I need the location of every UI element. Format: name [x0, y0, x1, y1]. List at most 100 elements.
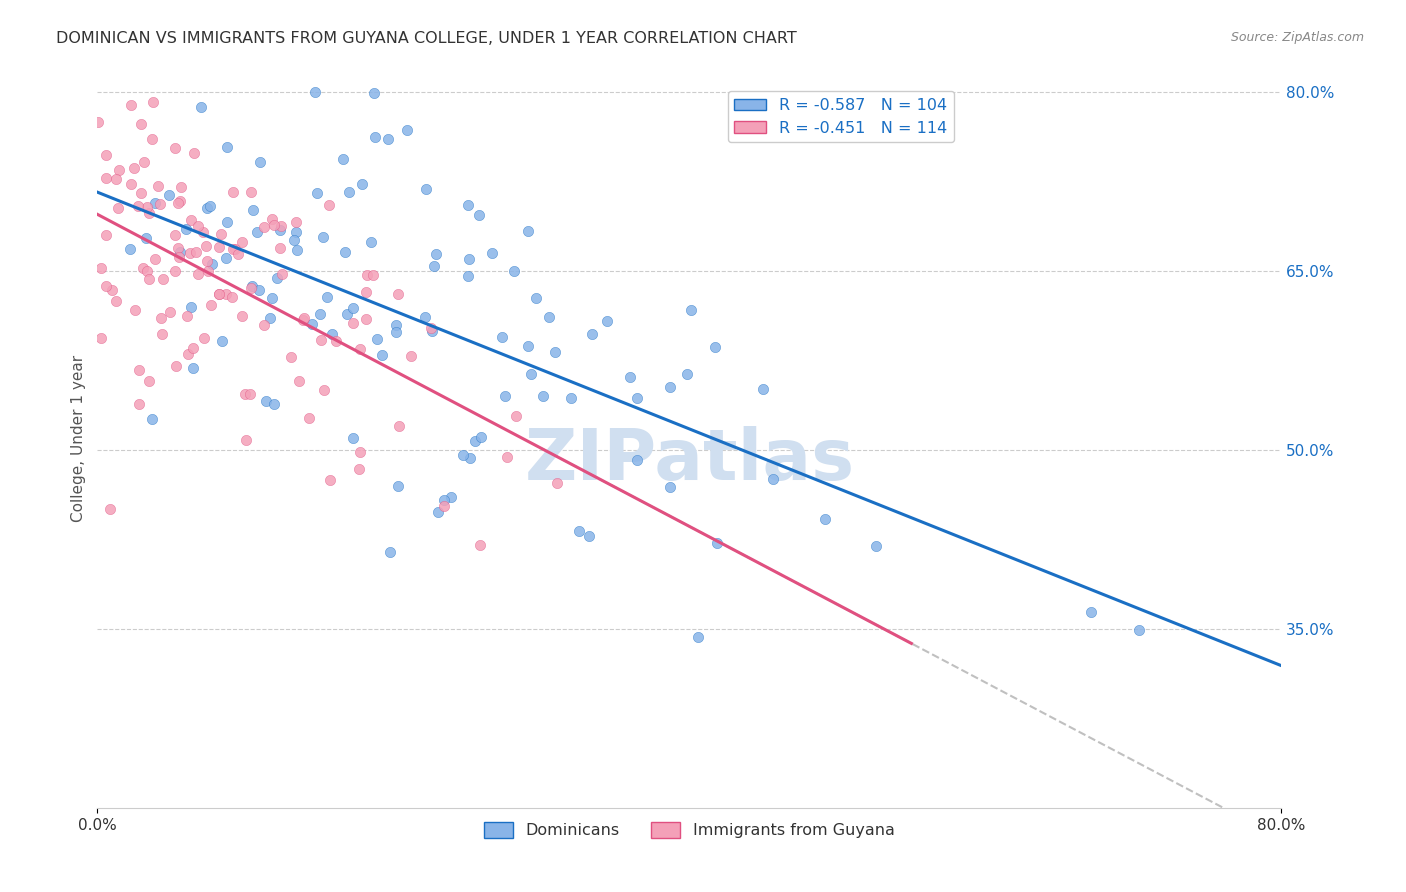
Point: [138, 374, 160, 388]
Point: [179, 245, 201, 260]
Point: [107, 201, 129, 215]
Point: [148, 178, 170, 193]
Point: [387, 479, 409, 493]
Point: [217, 140, 239, 154]
Point: [354, 312, 377, 326]
Point: [688, 630, 710, 644]
Point: [371, 348, 394, 362]
Point: [167, 250, 190, 264]
Point: [415, 181, 437, 195]
Point: [180, 212, 202, 227]
Point: [491, 330, 513, 344]
Point: [387, 287, 409, 301]
Point: [433, 499, 456, 513]
Point: [138, 271, 160, 285]
Point: [150, 326, 173, 341]
Point: [363, 130, 385, 145]
Point: [138, 206, 160, 220]
Point: [193, 331, 215, 345]
Point: [187, 219, 209, 233]
Point: [312, 229, 335, 244]
Point: [159, 304, 181, 318]
Point: [214, 251, 236, 265]
Point: [457, 198, 479, 212]
Point: [319, 473, 342, 487]
Point: [354, 285, 377, 300]
Point: [222, 186, 245, 200]
Point: [233, 387, 256, 401]
Point: [260, 211, 283, 226]
Point: [222, 242, 245, 256]
Point: [865, 539, 887, 553]
Point: [568, 524, 591, 538]
Point: [165, 227, 187, 242]
Point: [342, 431, 364, 445]
Point: [253, 318, 276, 333]
Point: [254, 394, 277, 409]
Point: [197, 202, 219, 216]
Point: [451, 448, 474, 462]
Point: [311, 333, 333, 347]
Point: [356, 268, 378, 282]
Point: [197, 263, 219, 277]
Point: [184, 245, 207, 260]
Point: [120, 97, 142, 112]
Point: [304, 86, 326, 100]
Point: [96, 227, 118, 242]
Point: [333, 245, 356, 260]
Point: [198, 199, 221, 213]
Point: [420, 320, 443, 334]
Point: [228, 247, 250, 261]
Point: [270, 268, 292, 282]
Point: [181, 361, 204, 376]
Point: [221, 290, 243, 304]
Point: [177, 347, 200, 361]
Point: [208, 287, 231, 301]
Point: [285, 215, 308, 229]
Point: [706, 536, 728, 550]
Point: [240, 185, 263, 199]
Point: [176, 309, 198, 323]
Point: [143, 252, 166, 266]
Point: [235, 434, 257, 448]
Point: [269, 223, 291, 237]
Point: [208, 287, 231, 301]
Point: [470, 430, 492, 444]
Point: [349, 342, 371, 356]
Point: [291, 313, 314, 327]
Point: [270, 219, 292, 233]
Point: [626, 453, 648, 467]
Point: [1080, 605, 1102, 619]
Point: [128, 363, 150, 377]
Point: [104, 172, 127, 186]
Point: [332, 152, 354, 166]
Point: [494, 389, 516, 403]
Point: [200, 298, 222, 312]
Point: [318, 198, 340, 212]
Point: [242, 202, 264, 217]
Point: [231, 235, 253, 249]
Point: [211, 334, 233, 348]
Point: [385, 318, 408, 333]
Point: [481, 245, 503, 260]
Point: [152, 272, 174, 286]
Point: [183, 341, 205, 355]
Point: [108, 163, 131, 178]
Point: [167, 241, 190, 255]
Point: [316, 290, 339, 304]
Point: [141, 95, 163, 109]
Point: [517, 339, 540, 353]
Point: [538, 310, 561, 324]
Point: [361, 268, 384, 283]
Point: [90, 260, 112, 275]
Text: Source: ZipAtlas.com: Source: ZipAtlas.com: [1230, 31, 1364, 45]
Legend: Dominicans, Immigrants from Guyana: Dominicans, Immigrants from Guyana: [478, 815, 901, 845]
Point: [260, 291, 283, 305]
Point: [135, 264, 157, 278]
Point: [208, 240, 231, 254]
Point: [658, 480, 681, 494]
Point: [578, 529, 600, 543]
Point: [524, 291, 547, 305]
Point: [135, 200, 157, 214]
Point: [165, 359, 187, 374]
